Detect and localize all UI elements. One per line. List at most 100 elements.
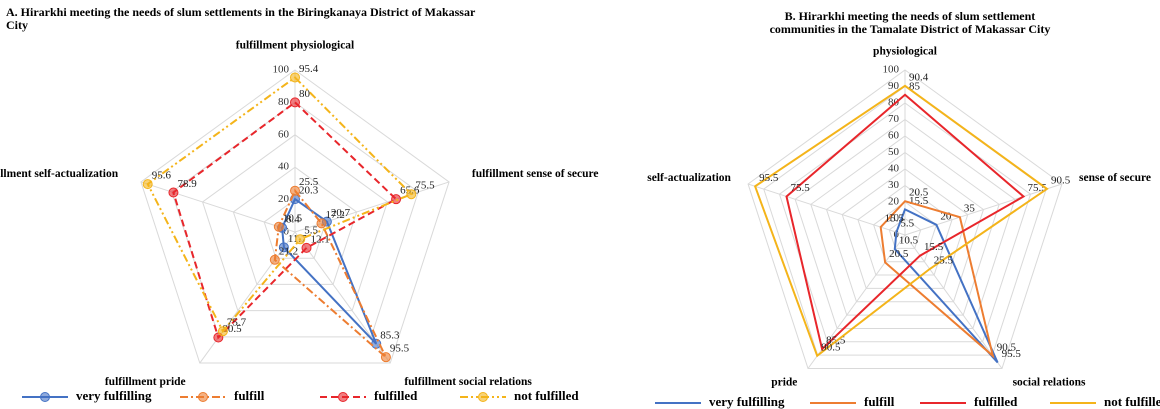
series-line (879, 200, 995, 359)
r-tick-label: 100 (273, 64, 290, 76)
r-tick-label: 80 (888, 97, 900, 109)
data-label: 20.3 (299, 185, 319, 197)
grid-ring (140, 69, 450, 364)
data-label: 95.4 (299, 63, 319, 75)
legend-label: fulfilled (374, 388, 418, 403)
r-tick-label: 50 (888, 146, 900, 158)
point-marker (295, 234, 306, 245)
category-label: self-actualization (647, 172, 731, 184)
r-tick-label: 100 (883, 64, 900, 76)
legend-label: fulfill (234, 388, 265, 403)
point-marker (380, 352, 391, 363)
data-label: 75.5 (791, 182, 811, 194)
series-line (893, 208, 999, 364)
series-line (172, 101, 398, 340)
data-label: 20.7 (331, 207, 351, 219)
category-label: social relations (1013, 377, 1086, 389)
series-line (785, 93, 1026, 352)
grid-ring (888, 217, 922, 249)
point-marker (290, 97, 300, 108)
data-label: 5.5 (900, 218, 914, 230)
data-label: 20 (940, 210, 952, 222)
point-marker (142, 179, 153, 190)
grid-ring (747, 69, 1063, 369)
grid-ring (810, 135, 1000, 316)
data-label: 90.5 (1051, 174, 1071, 186)
point-marker (290, 185, 300, 196)
grid-ring (778, 102, 1032, 343)
data-label: 15.5 (885, 213, 905, 225)
point-marker (406, 189, 417, 200)
data-label: 80 (299, 88, 311, 100)
data-label: 20.5 (889, 248, 909, 260)
grid-ring (857, 184, 953, 276)
category-label: fulfillment social relations (404, 376, 532, 388)
grid-ring (825, 151, 985, 303)
legend-marker (198, 392, 208, 402)
data-label: 90.4 (909, 71, 929, 83)
data-label: 10.5 (283, 212, 303, 224)
data-label: 25.5 (934, 255, 954, 267)
r-tick-label: 0 (284, 226, 290, 238)
series-line (273, 188, 387, 358)
grid-ring (201, 134, 389, 312)
point-marker (217, 326, 228, 337)
series-line (146, 76, 414, 333)
point-marker (278, 242, 289, 253)
data-label: 95.6 (152, 170, 172, 182)
data-label: 90.5 (997, 341, 1017, 353)
spoke (904, 183, 1063, 236)
data-label: 5.5 (304, 225, 318, 237)
spoke (904, 234, 1003, 369)
data-label: 12.1 (311, 233, 330, 245)
data-label: 78.9 (177, 178, 197, 190)
point-marker (168, 187, 179, 198)
data-label: 95.5 (390, 343, 410, 355)
grid-ring (232, 166, 358, 285)
data-label: 25.5 (299, 176, 319, 188)
r-tick-label: 20 (278, 193, 290, 205)
point-marker (301, 242, 312, 253)
r-tick-label: 30 (888, 179, 900, 191)
category-label: sense of secure (1079, 172, 1151, 184)
legend-label: fulfilled (974, 394, 1018, 409)
r-tick-label: 90 (888, 80, 900, 92)
point-marker (290, 72, 300, 83)
legend-marker (478, 392, 488, 402)
chart-title: A. Hirarkhi meeting the needs of slum se… (6, 5, 476, 32)
series-line (281, 197, 378, 345)
data-label: 8.4 (286, 213, 300, 225)
category-label: physiological (873, 46, 937, 58)
data-label: 75.7 (227, 317, 247, 329)
legend-label: very fulfilling (76, 388, 152, 403)
grid-ring (171, 101, 419, 338)
category-label: pride (771, 377, 797, 389)
legend-label: very fulfilling (709, 394, 785, 409)
r-tick-label: 60 (278, 128, 290, 140)
r-tick-label: 10 (888, 212, 900, 224)
r-tick-label: 40 (278, 161, 290, 173)
r-tick-label: 20 (888, 196, 900, 208)
point-marker (316, 218, 327, 229)
point-marker (269, 254, 280, 265)
category-label: fulfillment physiological (236, 40, 355, 52)
series-line (753, 84, 1049, 358)
data-label: 95.5 (1002, 348, 1022, 360)
r-tick-label: 70 (888, 113, 900, 125)
data-label: 90.5 (821, 341, 841, 353)
r-tick-label: 40 (888, 163, 900, 175)
category-label: fulfillment self-actualization (0, 168, 119, 180)
data-label: 17.2 (326, 209, 345, 221)
data-label: 85 (909, 80, 921, 92)
spoke (140, 181, 296, 233)
data-label: 15.5 (924, 241, 944, 253)
category-label: fulfillment pride (105, 376, 186, 388)
r-tick-label: 80 (278, 96, 290, 108)
data-label: 20.5 (909, 187, 929, 199)
legend-label: not fulfilled (1104, 394, 1160, 409)
data-label: 21.2 (279, 245, 298, 257)
category-label: fulfillment sense of secure (472, 168, 599, 180)
legend-marker (338, 392, 348, 402)
point-marker (391, 194, 402, 205)
